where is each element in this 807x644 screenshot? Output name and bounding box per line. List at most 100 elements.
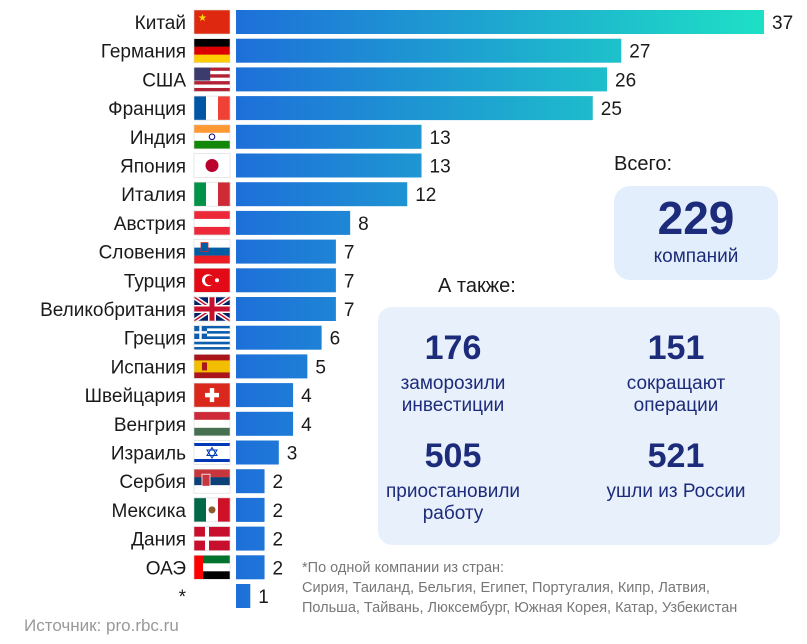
stat-value: 521	[647, 437, 705, 475]
country-label: Япония	[120, 157, 186, 178]
country-label: Турция	[124, 271, 186, 292]
value-label: 2	[273, 501, 284, 522]
bar-row: Швейцария 4	[85, 382, 312, 408]
value-label: 1	[258, 587, 269, 608]
bar-row: Греция 6	[124, 325, 340, 351]
country-label: Китай	[135, 13, 186, 34]
value-label: 2	[273, 558, 284, 579]
source-credit: Источник: pro.rbc.ru	[24, 616, 179, 635]
stat-frozen: 176 заморозили инвестиции	[353, 329, 553, 417]
value-label: 7	[344, 271, 355, 292]
bar-row: Япония 13	[120, 153, 451, 178]
country-label: Венгрия	[114, 415, 186, 436]
flag-icon	[193, 267, 231, 293]
bar	[236, 411, 294, 436]
bar	[236, 182, 408, 207]
country-label: Германия	[101, 42, 186, 63]
flag-icon	[193, 181, 231, 207]
value-label: 37	[772, 13, 793, 34]
value-label: 5	[315, 357, 326, 378]
bar-row: Австрия 8	[114, 210, 369, 236]
bar	[236, 497, 265, 522]
footnote: *По одной компании из стран: Сирия, Таил…	[302, 558, 737, 618]
flag-icon	[193, 67, 231, 92]
bar-row: Франция 25	[108, 95, 622, 121]
flag-icon	[193, 382, 231, 408]
stat-caption: приостановили работу	[385, 481, 521, 524]
bar-row: США 26	[142, 67, 636, 92]
stat-left-russia: 521 ушли из России	[576, 437, 776, 503]
country-label: Франция	[108, 99, 186, 120]
flag-icon	[193, 497, 231, 523]
value-label: 3	[287, 444, 298, 465]
bar-row: Германия 27	[101, 38, 650, 64]
flag-icon	[193, 38, 231, 64]
value-label: 27	[629, 42, 650, 63]
country-label: Италия	[121, 185, 186, 206]
value-label: 4	[301, 415, 312, 436]
flag-icon	[193, 210, 231, 236]
value-label: 2	[273, 472, 284, 493]
bar	[236, 440, 279, 465]
footnote-line: Польша, Тайвань, Люксембург, Южная Корея…	[302, 600, 738, 616]
bar	[236, 325, 322, 350]
flag-icon	[193, 95, 231, 121]
value-label: 12	[415, 185, 436, 206]
value-label: 8	[358, 214, 369, 235]
flag-icon	[193, 526, 231, 551]
bar-row: Израиль 3	[111, 440, 298, 465]
stat-caption: заморозили инвестиции	[400, 373, 506, 416]
bar	[236, 67, 608, 92]
flag-icon	[193, 325, 231, 351]
bar-row: Китай ★ 37	[135, 9, 793, 35]
bar	[236, 555, 265, 580]
total-label: Всего:	[614, 153, 672, 175]
stat-value: 505	[424, 437, 482, 475]
bar	[236, 354, 308, 379]
country-label: США	[142, 70, 186, 91]
bar	[236, 38, 622, 63]
bar-row: ОАЭ 2	[146, 554, 284, 580]
flag-icon	[193, 354, 231, 379]
flag-icon	[193, 468, 231, 494]
stat-caption: сокращают операции	[626, 373, 726, 416]
stat-reducing: 151 сокращают операции	[576, 329, 776, 417]
value-label: 13	[430, 128, 451, 149]
country-label: Мексика	[111, 501, 186, 522]
value-label: 7	[344, 243, 355, 264]
country-label: *	[179, 587, 187, 608]
country-label: Сербия	[119, 472, 186, 493]
bar	[236, 124, 422, 149]
country-label: ОАЭ	[146, 558, 186, 579]
total-box: 229 компаний	[614, 186, 778, 280]
bar-row: * 1	[179, 584, 269, 608]
flag-icon: ★	[193, 9, 231, 35]
flag-icon	[193, 411, 231, 437]
bar	[236, 96, 593, 121]
country-label: Словения	[99, 243, 186, 264]
bar	[236, 297, 336, 321]
footnote-line: *По одной компании из стран:	[302, 560, 505, 576]
bar-row: Испания 5	[111, 354, 326, 379]
country-label: Индия	[130, 128, 186, 149]
also-label: А также:	[438, 275, 516, 297]
value-label: 4	[301, 386, 312, 407]
flag-icon	[193, 153, 231, 178]
bar-row: Дания 2	[131, 526, 284, 551]
bar-row: Индия 13	[130, 124, 451, 150]
bar-row: Великобритания 7	[40, 295, 354, 323]
stat-value: 176	[424, 329, 482, 367]
value-label: 2	[273, 530, 284, 551]
bar	[236, 268, 336, 293]
value-label: 26	[615, 70, 636, 91]
country-label: Великобритания	[40, 300, 186, 321]
bar	[236, 10, 764, 34]
value-label: 25	[601, 99, 622, 120]
footnote-line: Сирия, Таиланд, Бельгия, Египет, Португа…	[302, 580, 710, 596]
bar	[236, 153, 422, 178]
total-caption: компаний	[653, 246, 739, 267]
country-label: Израиль	[111, 444, 186, 465]
country-label: Дания	[131, 530, 186, 551]
country-label: Греция	[124, 329, 186, 350]
bar	[236, 383, 294, 408]
